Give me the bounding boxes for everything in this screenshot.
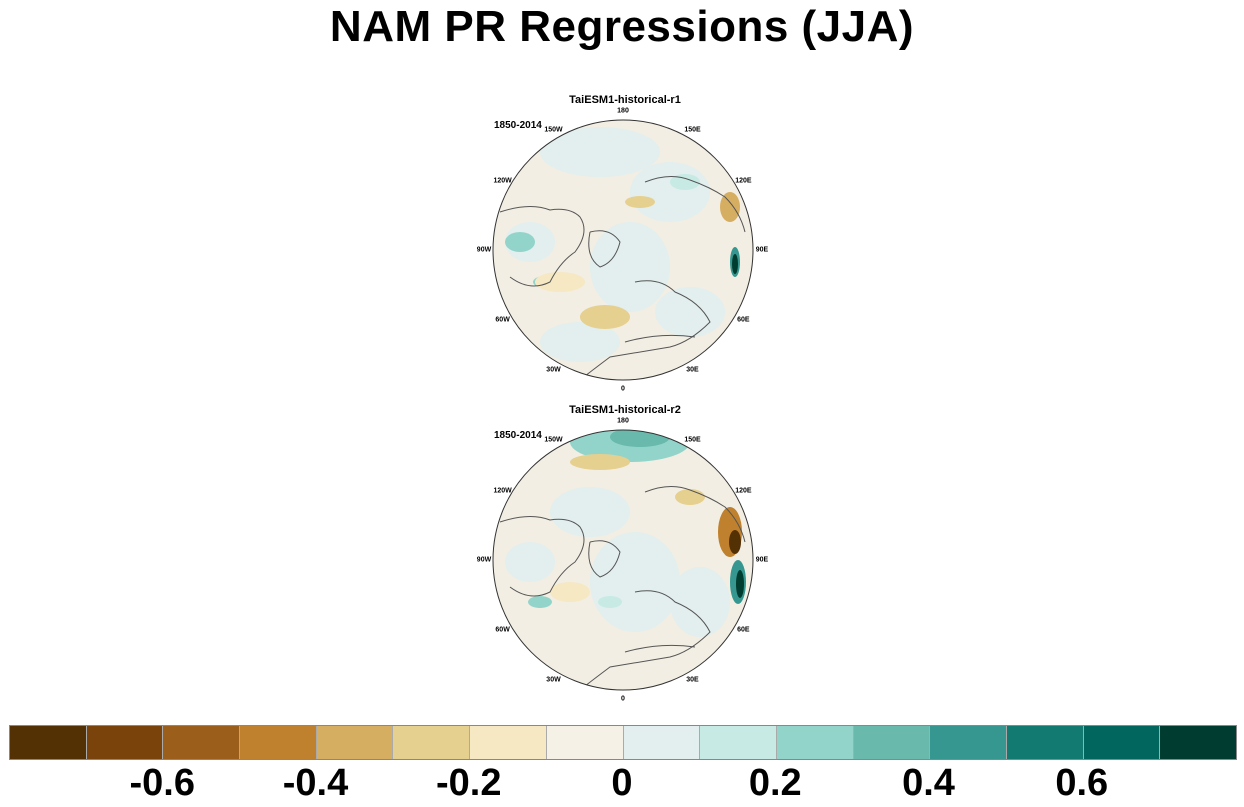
longitude-label: 90W (476, 246, 492, 254)
colorbar-swatch (700, 726, 777, 759)
longitude-label: 90E (755, 556, 769, 564)
period-label: 1850-2014 (494, 430, 542, 441)
colorbar-tick-label: -0.6 (129, 762, 195, 804)
longitude-label: 90E (755, 246, 769, 254)
colorbar-tick-label: 0.6 (1055, 762, 1109, 804)
colorbar-swatch (163, 726, 241, 759)
longitude-label: 30W (546, 366, 561, 374)
colorbar-tick-label: 0 (611, 762, 633, 804)
longitude-label: 120W (493, 177, 512, 184)
colorbar-swatch (240, 726, 317, 759)
colorbar-swatch (930, 726, 1007, 759)
colorbar-swatch (546, 726, 624, 759)
period-label: 1850-2014 (494, 120, 542, 131)
longitude-label: 30W (546, 676, 561, 684)
page-title: NAM PR Regressions (JJA) (329, 2, 915, 51)
longitude-label: 180 (617, 107, 629, 115)
longitude-label: 60W (495, 316, 510, 323)
longitude-label: 180 (617, 417, 629, 425)
colorbar-swatch (1083, 726, 1161, 759)
longitude-label: 0 (621, 385, 625, 393)
colorbar-swatch (623, 726, 701, 759)
colorbar-swatch (393, 726, 471, 759)
longitude-label: 60W (495, 626, 510, 633)
longitude-label: 150W (544, 126, 563, 134)
longitude-label: 150W (544, 436, 563, 444)
colorbar-tick-label: -0.2 (436, 762, 502, 804)
longitude-label: 150E (684, 436, 701, 444)
longitude-label: 60E (737, 626, 750, 633)
colorbar-swatch (1006, 726, 1084, 759)
map-panel-r2: TaiESM1-historical-r2 1850-2014 (460, 402, 790, 703)
longitude-label: 60E (737, 316, 750, 323)
colorbar-swatch (853, 726, 931, 759)
map-boundary (492, 119, 754, 381)
longitude-label: 150E (684, 126, 701, 134)
panel-title: TaiESM1-historical-r2 (569, 404, 681, 416)
map-boundary (492, 429, 754, 691)
colorbar (9, 725, 1237, 760)
colorbar-swatch (776, 726, 854, 759)
colorbar-swatch (1160, 726, 1236, 759)
map-panel-r1: TaiESM1-historical-r1 1850-2014 (460, 92, 790, 393)
longitude-label: 120E (735, 177, 752, 184)
polar-map (492, 429, 754, 691)
longitude-label: 120E (735, 487, 752, 494)
colorbar-tick-label: 0.4 (902, 762, 955, 804)
colorbar-tick-label: -0.4 (282, 762, 349, 804)
colorbar-swatch (316, 726, 394, 759)
colorbar-swatch (470, 726, 547, 759)
longitude-label: 30E (686, 366, 699, 374)
longitude-label: 0 (621, 695, 625, 703)
polar-map (492, 119, 754, 381)
colorbar-swatch (10, 726, 87, 759)
longitude-label: 120W (493, 487, 512, 494)
longitude-label: 30E (686, 676, 699, 684)
longitude-label: 90W (476, 556, 492, 564)
panel-title: TaiESM1-historical-r1 (569, 94, 681, 106)
colorbar-swatch (86, 726, 164, 759)
colorbar-tick-label: 0.2 (748, 762, 802, 804)
